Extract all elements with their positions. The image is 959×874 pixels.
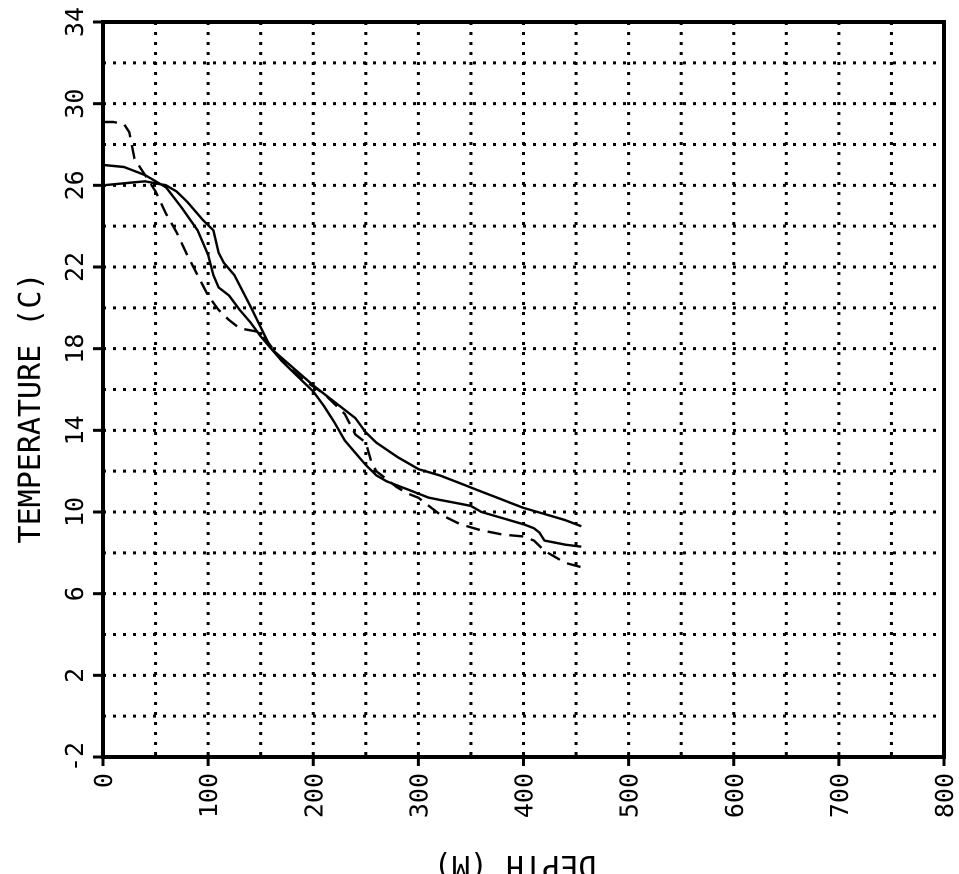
series-1-line: [102, 163, 582, 548]
y-tick-label: 14: [60, 415, 89, 445]
x-tick-label: 800: [930, 773, 959, 818]
y-tick-label: 26: [60, 170, 89, 200]
x-tick-label: 500: [615, 773, 644, 818]
x-tick-label: 600: [720, 773, 749, 818]
x-tick-label: 700: [825, 773, 854, 818]
y-tick-label: 22: [60, 252, 89, 282]
y-tick-label: 18: [60, 334, 89, 364]
y-axis-label: TEMPERATURE (C): [13, 273, 48, 544]
series-3-line: [103, 120, 582, 569]
y-tick-label: -2: [60, 742, 89, 772]
x-tick-label: 300: [404, 773, 433, 818]
x-tick-label: 100: [194, 773, 223, 818]
y-tick-label: 10: [60, 497, 89, 527]
x-tick-label: 0: [89, 773, 118, 788]
gridlines: [103, 22, 944, 757]
series-2-line: [102, 180, 582, 528]
x-tick-label: 200: [299, 773, 328, 818]
y-tick-label: 2: [60, 668, 89, 683]
axis-ticks: 0 100 200 300 400 500 600 700 800-22610141822263…: [60, 7, 959, 818]
series-lines: [102, 120, 582, 569]
y-tick-label: 6: [60, 586, 89, 601]
y-tick-label: 30: [60, 89, 89, 119]
y-tick-label: 34: [60, 7, 89, 37]
x-tick-label: 400: [510, 773, 539, 818]
x-axis-label: DEPTH (M): [434, 848, 597, 874]
